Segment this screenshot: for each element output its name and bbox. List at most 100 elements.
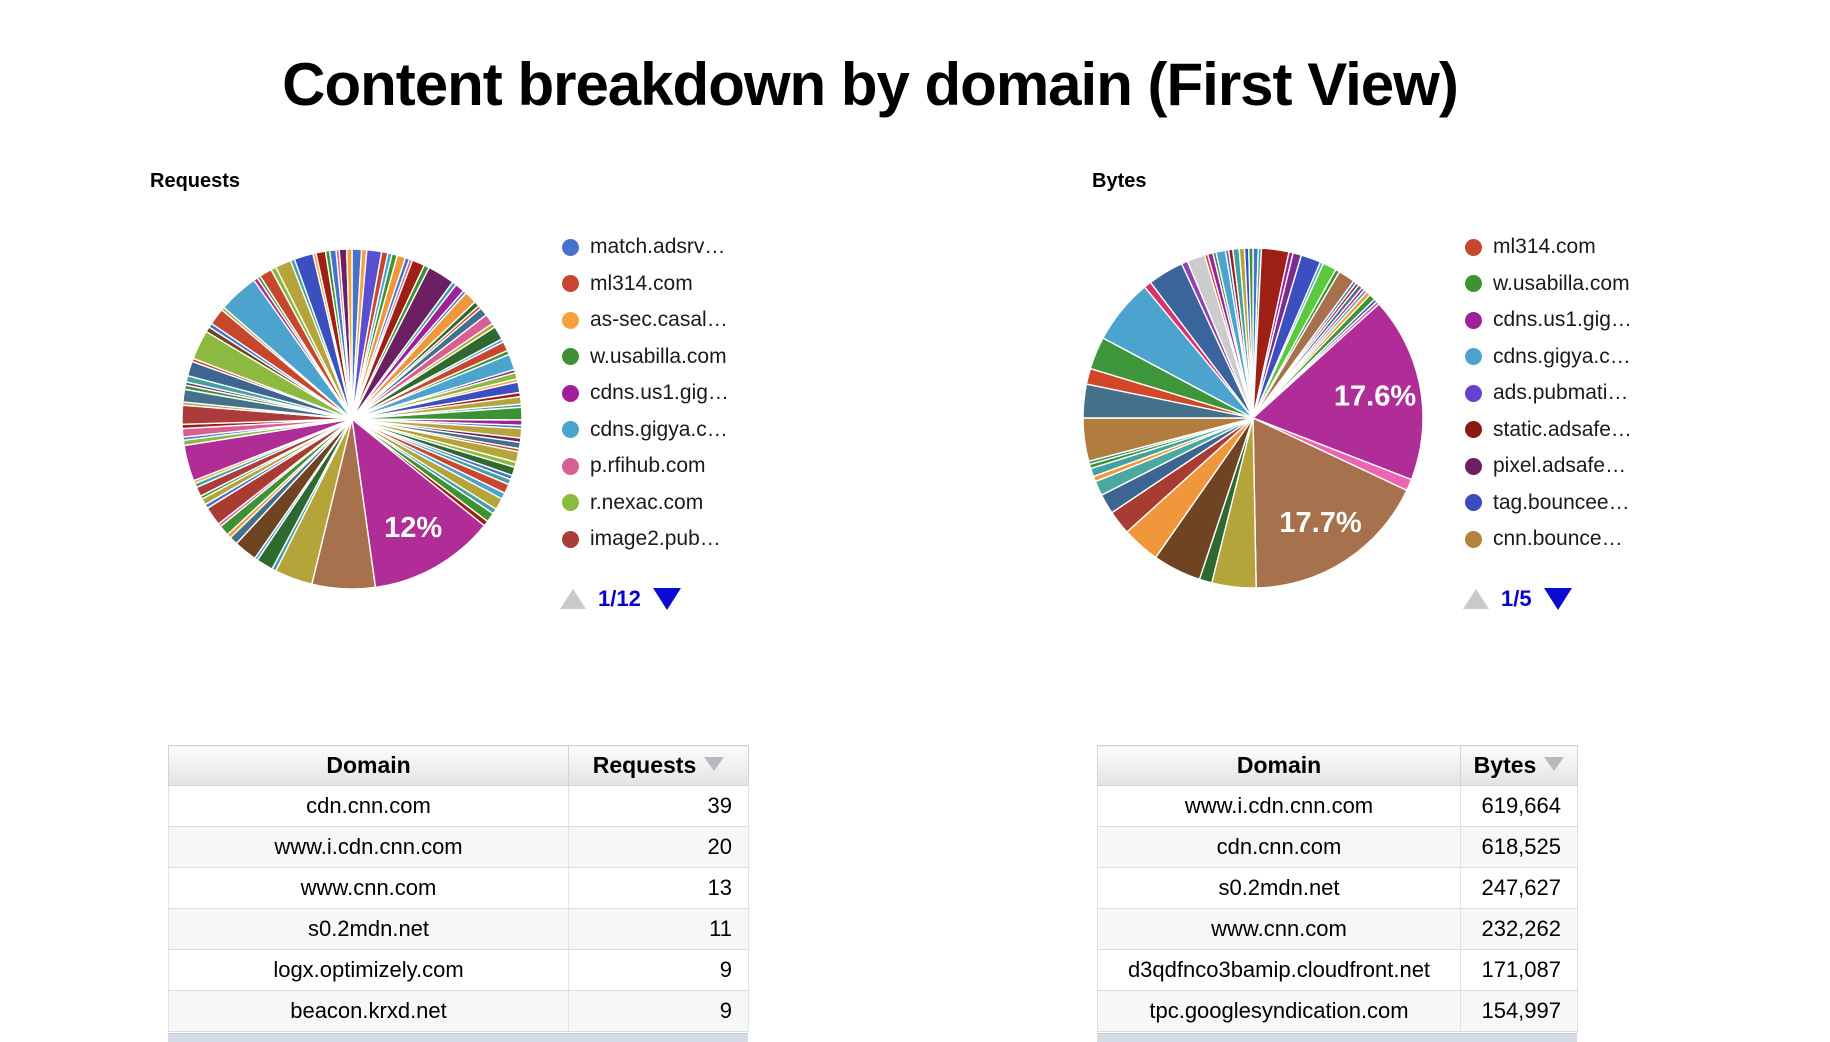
legend-item-label: match.adsrv…: [590, 235, 726, 259]
legend-item[interactable]: ml314.com: [1465, 229, 1680, 266]
legend-item[interactable]: cnn.bounce…: [1465, 521, 1680, 558]
pie-percent-label: 12%: [384, 512, 442, 544]
legend-swatch-icon: [562, 311, 579, 329]
legend-item[interactable]: cdns.us1.gig…: [562, 375, 777, 412]
legend-item[interactable]: ads.pubmati…: [1465, 375, 1680, 412]
requests-domain-column-header[interactable]: Domain: [168, 745, 569, 786]
domain-cell: s0.2mdn.net: [1097, 867, 1461, 909]
domain-cell: s0.2mdn.net: [168, 908, 569, 950]
value-cell: 11: [568, 908, 749, 950]
legend-swatch-icon: [562, 348, 579, 366]
legend-swatch-icon: [562, 530, 579, 548]
domain-cell: www.i.cdn.cnn.com: [1097, 785, 1461, 827]
table-next-row-partial: [1097, 1033, 1577, 1042]
legend-next-icon[interactable]: [652, 588, 681, 610]
legend-item-label: cdns.us1.gig…: [590, 381, 729, 405]
domain-cell: www.i.cdn.cnn.com: [168, 826, 569, 868]
legend-item[interactable]: as-sec.casal…: [562, 302, 777, 339]
table-row: tpc.googlesyndication.com 154,997: [1097, 990, 1578, 1032]
pie-slice[interactable]: [351, 417, 486, 589]
value-cell: 232,262: [1460, 908, 1578, 950]
bytes-table: Domain Bytes www.i.cdn.cnn.com 619,664 cdn…: [1097, 745, 1578, 1032]
value-cell: 619,664: [1460, 785, 1578, 827]
legend-item-label: cdns.us1.gig…: [1493, 308, 1632, 332]
value-cell: 171,087: [1460, 949, 1578, 991]
legend-swatch-icon: [562, 421, 579, 439]
legend-item[interactable]: cdns.gigya.c…: [1465, 339, 1680, 376]
legend-swatch-icon: [562, 384, 579, 402]
legend-item-label: r.nexac.com: [590, 490, 704, 514]
legend-item[interactable]: w.usabilla.com: [1465, 266, 1680, 303]
bytes-pie-chart: 17.6% 17.7%: [1082, 247, 1424, 589]
legend-page-indicator: 1/5: [1501, 586, 1532, 611]
pie-slice[interactable]: [345, 248, 353, 420]
table-row: www.cnn.com 232,262: [1097, 908, 1578, 950]
value-cell: 9: [568, 949, 749, 991]
legend-item-label: image2.pub…: [590, 527, 721, 551]
legend-swatch-icon: [562, 494, 579, 512]
legend-prev-icon[interactable]: [1463, 589, 1489, 609]
table-row: cdn.cnn.com 39: [168, 785, 749, 827]
legend-swatch-icon: [562, 457, 579, 475]
table-row: www.i.cdn.cnn.com 619,664: [1097, 785, 1578, 827]
domain-cell: www.cnn.com: [168, 867, 569, 909]
legend-item[interactable]: static.adsafe…: [1465, 412, 1680, 449]
legend-swatch-icon: [1465, 384, 1482, 402]
legend-prev-icon[interactable]: [560, 589, 586, 609]
legend-item[interactable]: ml314.com: [562, 266, 777, 303]
legend-item[interactable]: image2.pub…: [562, 521, 777, 558]
table-row: d3qdfnco3bamip.cloudfront.net 171,087: [1097, 949, 1578, 991]
bytes-count-column-header[interactable]: Bytes: [1460, 745, 1578, 786]
pie-percent-label: 17.6%: [1334, 381, 1416, 413]
domain-cell: www.cnn.com: [1097, 908, 1461, 950]
value-cell: 20: [568, 826, 749, 868]
legend-swatch-icon: [562, 275, 579, 293]
requests-pie-chart: 12%: [181, 248, 523, 590]
bytes-legend: ml314.com w.usabilla.com cdns.us1.gig… cdns…: [1465, 229, 1680, 558]
page-title: Content breakdown by domain (First View): [282, 51, 1459, 119]
table-row: www.i.cdn.cnn.com 20: [168, 826, 749, 868]
legend-item[interactable]: tag.bouncee…: [1465, 485, 1680, 522]
value-cell: 13: [568, 867, 749, 909]
legend-item-label: as-sec.casal…: [590, 308, 728, 332]
legend-page-indicator: 1/12: [598, 586, 641, 611]
table-row: logx.optimizely.com 9: [168, 949, 749, 991]
pie-slice[interactable]: [1251, 302, 1424, 481]
value-cell: 618,525: [1460, 826, 1578, 868]
legend-item[interactable]: r.nexac.com: [562, 485, 777, 522]
legend-swatch-icon: [562, 238, 579, 256]
legend-item[interactable]: w.usabilla.com: [562, 339, 777, 376]
legend-item[interactable]: p.rfihub.com: [562, 448, 777, 485]
domain-cell: cdn.cnn.com: [168, 785, 569, 827]
legend-item[interactable]: pixel.adsafe…: [1465, 448, 1680, 485]
requests-table: Domain Requests cdn.cnn.com 39 www.i.cdn.c…: [168, 745, 749, 1032]
table-row: s0.2mdn.net 247,627: [1097, 867, 1578, 909]
legend-swatch-icon: [1465, 311, 1482, 329]
legend-item-label: ml314.com: [1493, 235, 1596, 259]
legend-swatch-icon: [1465, 348, 1482, 366]
legend-next-icon[interactable]: [1543, 588, 1572, 610]
legend-item-label: ads.pubmati…: [1493, 381, 1629, 405]
legend-item-label: cnn.bounce…: [1493, 527, 1623, 551]
pie-percent-label: 17.7%: [1279, 507, 1361, 539]
legend-item-label: p.rfihub.com: [590, 454, 706, 478]
sort-desc-icon: [1544, 757, 1565, 771]
value-cell: 154,997: [1460, 990, 1578, 1032]
domain-cell: tpc.googlesyndication.com: [1097, 990, 1461, 1032]
value-cell: 247,627: [1460, 867, 1578, 909]
legend-item[interactable]: cdns.gigya.c…: [562, 412, 777, 449]
legend-item-label: pixel.adsafe…: [1493, 454, 1627, 478]
legend-item-label: static.adsafe…: [1493, 417, 1632, 441]
legend-item-label: w.usabilla.com: [1493, 271, 1630, 295]
requests-count-column-header[interactable]: Requests: [568, 745, 749, 786]
bytes-domain-column-header[interactable]: Domain: [1097, 745, 1461, 786]
legend-item[interactable]: match.adsrv…: [562, 229, 777, 266]
legend-swatch-icon: [1465, 421, 1482, 439]
table-row: beacon.krxd.net 9: [168, 990, 749, 1032]
pie-slice[interactable]: [1252, 416, 1408, 589]
requests-legend: match.adsrv… ml314.com as-sec.casal… w.usab…: [562, 229, 777, 558]
table-row: s0.2mdn.net 11: [168, 908, 749, 950]
sort-desc-icon: [704, 757, 725, 771]
legend-item[interactable]: cdns.us1.gig…: [1465, 302, 1680, 339]
pie-slice[interactable]: [1248, 247, 1254, 419]
